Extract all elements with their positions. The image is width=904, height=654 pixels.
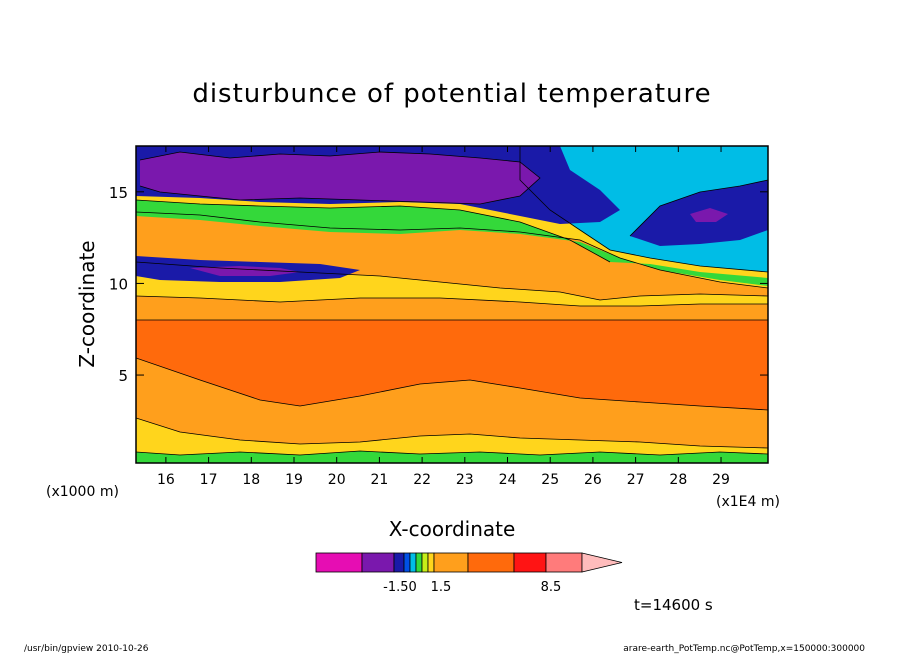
x-unit-left: (x1000 m) xyxy=(46,484,119,500)
x-tick-label: 19 xyxy=(285,472,303,488)
contour-band-green xyxy=(136,200,768,286)
footer-left: /usr/bin/gpview 2010-10-26 xyxy=(24,644,149,654)
colorbar-swatch xyxy=(467,552,515,573)
colorbar-swatch xyxy=(415,552,423,573)
colorbar xyxy=(315,552,623,573)
contour-band-purple-tongue xyxy=(190,266,300,276)
colorbar-swatch xyxy=(315,552,363,573)
y-axis-label: Z-coordinate xyxy=(75,240,99,367)
y-tick-label: 5 xyxy=(118,367,128,385)
contour-band-large-positive xyxy=(136,320,768,410)
x-unit-right: (x1E4 m) xyxy=(716,494,780,510)
x-tick-label: 26 xyxy=(584,472,602,488)
x-tick-label: 20 xyxy=(328,472,346,488)
x-tick-label: 18 xyxy=(242,472,260,488)
x-tick-label: 16 xyxy=(157,472,175,488)
colorbar-label-3: 8.5 xyxy=(541,580,562,595)
contour-band-deep-negative-small xyxy=(690,208,728,222)
colorbar-label-1: -1.50 xyxy=(383,580,417,595)
x-tick-label: 28 xyxy=(669,472,687,488)
x-tick-label: 17 xyxy=(200,472,218,488)
y-axis-ticks: 5 10 15 xyxy=(109,184,768,385)
colorbar-swatch xyxy=(403,552,411,573)
contour-band-lower-orange xyxy=(136,358,768,448)
y-tick-label: 10 xyxy=(109,275,128,293)
contour-plot-area xyxy=(136,146,768,463)
x-tick-label: 29 xyxy=(712,472,730,488)
chart-title: disturbunce of potential temperature xyxy=(192,79,711,109)
colorbar-swatch xyxy=(421,552,429,573)
plot-frame xyxy=(135,145,769,464)
x-tick-label: 22 xyxy=(413,472,431,488)
x-tick-label: 25 xyxy=(541,472,559,488)
colorbar-swatch xyxy=(361,552,395,573)
x-tick-label: 21 xyxy=(370,472,388,488)
colorbar-extend-arrow xyxy=(581,552,623,573)
time-annotation: t=14600 s xyxy=(634,596,713,614)
contour-band-deep-negative xyxy=(140,152,540,204)
colorbar-swatch xyxy=(427,552,435,573)
colorbar-label-2: 1.5 xyxy=(431,580,452,595)
y-tick-label: 15 xyxy=(109,184,128,202)
x-axis-label: X-coordinate xyxy=(389,517,516,541)
colorbar-swatch xyxy=(393,552,405,573)
colorbar-swatch xyxy=(409,552,417,573)
contour-lines xyxy=(136,146,768,456)
x-axis-ticks: 16 17 18 19 20 21 22 23 24 25 26 27 28 29 xyxy=(157,146,730,488)
x-tick-label: 27 xyxy=(627,472,645,488)
x-tick-label: 24 xyxy=(499,472,517,488)
footer-right: arare-earth_PotTemp.nc@PotTemp,x=150000:… xyxy=(623,644,865,654)
x-tick-label: 23 xyxy=(456,472,474,488)
colorbar-swatch xyxy=(513,552,547,573)
colorbar-swatch xyxy=(433,552,469,573)
colorbar-swatch xyxy=(545,552,583,573)
